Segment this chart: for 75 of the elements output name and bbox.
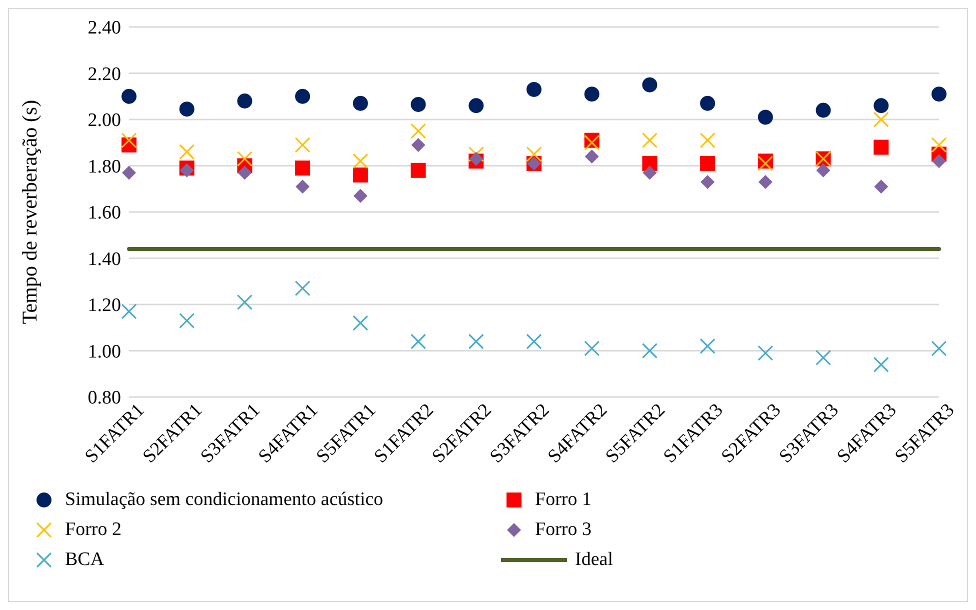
point [410, 162, 426, 178]
point [469, 152, 484, 166]
point [410, 334, 426, 350]
y-axis-title: Tempo de reverberação (s) [17, 100, 42, 324]
y-tick-label: 1.40 [88, 248, 121, 270]
point [352, 315, 368, 331]
point [296, 180, 310, 194]
point [410, 96, 426, 112]
point [932, 154, 946, 168]
point [121, 304, 137, 320]
point [238, 166, 252, 180]
point [122, 166, 136, 180]
point [526, 334, 542, 350]
point [700, 156, 716, 171]
point [468, 334, 484, 350]
point [526, 146, 542, 162]
y-tick-label: 2.20 [88, 64, 121, 85]
legend-label: Forro 3 [535, 519, 592, 541]
point [179, 144, 195, 160]
point [179, 102, 194, 117]
point [352, 168, 368, 182]
point [295, 88, 310, 104]
point [873, 112, 889, 128]
legend-label: Forro 2 [65, 519, 122, 541]
point [294, 280, 310, 296]
point [758, 110, 773, 125]
point [122, 88, 136, 104]
point [584, 340, 600, 356]
legend-label: Ideal [575, 549, 613, 571]
point [642, 166, 657, 180]
point [642, 132, 658, 148]
point [584, 86, 600, 102]
point [353, 188, 368, 203]
point [237, 94, 252, 108]
point [874, 98, 889, 114]
point [815, 350, 832, 366]
point [352, 153, 368, 169]
point [700, 338, 716, 354]
point [294, 137, 310, 153]
point [179, 312, 195, 328]
point [816, 102, 831, 118]
point [931, 340, 947, 356]
point [526, 82, 542, 97]
y-tick-label: 2.40 [88, 18, 121, 39]
point [873, 356, 889, 372]
point [236, 151, 253, 167]
point [700, 132, 716, 148]
point [411, 138, 426, 152]
legend-label: Forro 1 [535, 489, 592, 511]
point [295, 160, 310, 176]
point [642, 77, 658, 92]
y-tick-label: 1.00 [88, 341, 121, 362]
point [236, 294, 253, 310]
point [584, 150, 599, 164]
point [758, 174, 772, 189]
legend-label: BCA [65, 549, 104, 571]
point [816, 163, 830, 178]
point [700, 96, 716, 111]
point [468, 98, 484, 114]
legend-label: Simulação sem condicionamento acústico [65, 489, 384, 511]
point [931, 137, 947, 153]
point [700, 174, 715, 189]
y-tick-label: 2.00 [88, 110, 121, 132]
point [874, 180, 888, 194]
point [874, 140, 889, 155]
point [758, 345, 774, 361]
point [932, 86, 946, 102]
point [642, 342, 658, 359]
point [121, 132, 137, 148]
y-tick-label: 1.20 [88, 295, 121, 316]
y-tick-label: 0.80 [88, 388, 121, 409]
y-tick-label: 1.80 [88, 156, 121, 178]
point [410, 123, 426, 139]
y-tick-label: 1.60 [88, 202, 121, 224]
point [352, 96, 368, 111]
